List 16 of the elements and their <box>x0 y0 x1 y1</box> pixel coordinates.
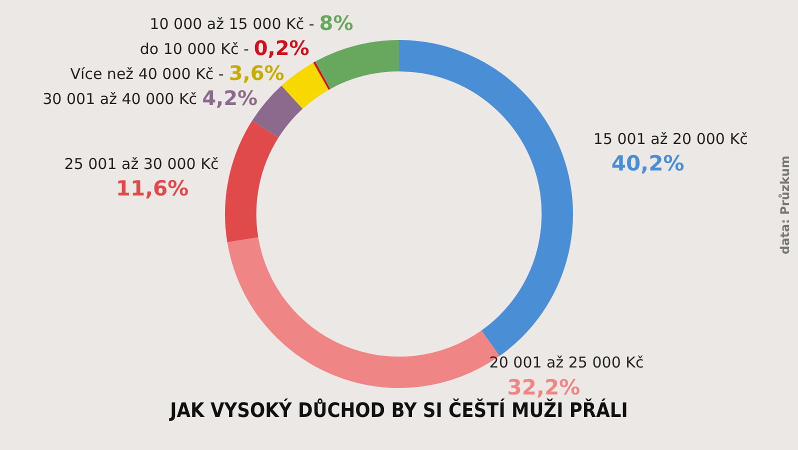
slice-label: 20 001 až 25 000 Kč <box>489 354 644 372</box>
slice-label: 25 001 až 30 000 Kč <box>64 155 219 174</box>
slice-label: 15 001 až 20 000 Kč <box>593 130 748 148</box>
data-label: 3,6% <box>228 61 284 86</box>
data-label: 40,2% <box>611 152 684 176</box>
slice-label: Více než 40 000 Kč - <box>70 64 224 83</box>
slice-label: 30 001 až 40 000 Kč <box>42 90 198 108</box>
slice-label: 10 000 až 15 000 Kč - <box>150 14 314 33</box>
data-label: 8% <box>319 11 354 36</box>
slice-label: do 10 000 Kč - <box>140 40 249 58</box>
text: data: Průzkum <box>778 156 792 254</box>
data-label: 32,2% <box>507 375 580 400</box>
data-label: 4,2% <box>202 86 258 110</box>
data-label: 11,6% <box>116 176 189 201</box>
text: JAK VYSOKÝ DŮCHOD BY SI ČEŠTÍ MUŽI PŘÁLI <box>168 398 628 422</box>
data-label: 0,2% <box>254 36 310 60</box>
